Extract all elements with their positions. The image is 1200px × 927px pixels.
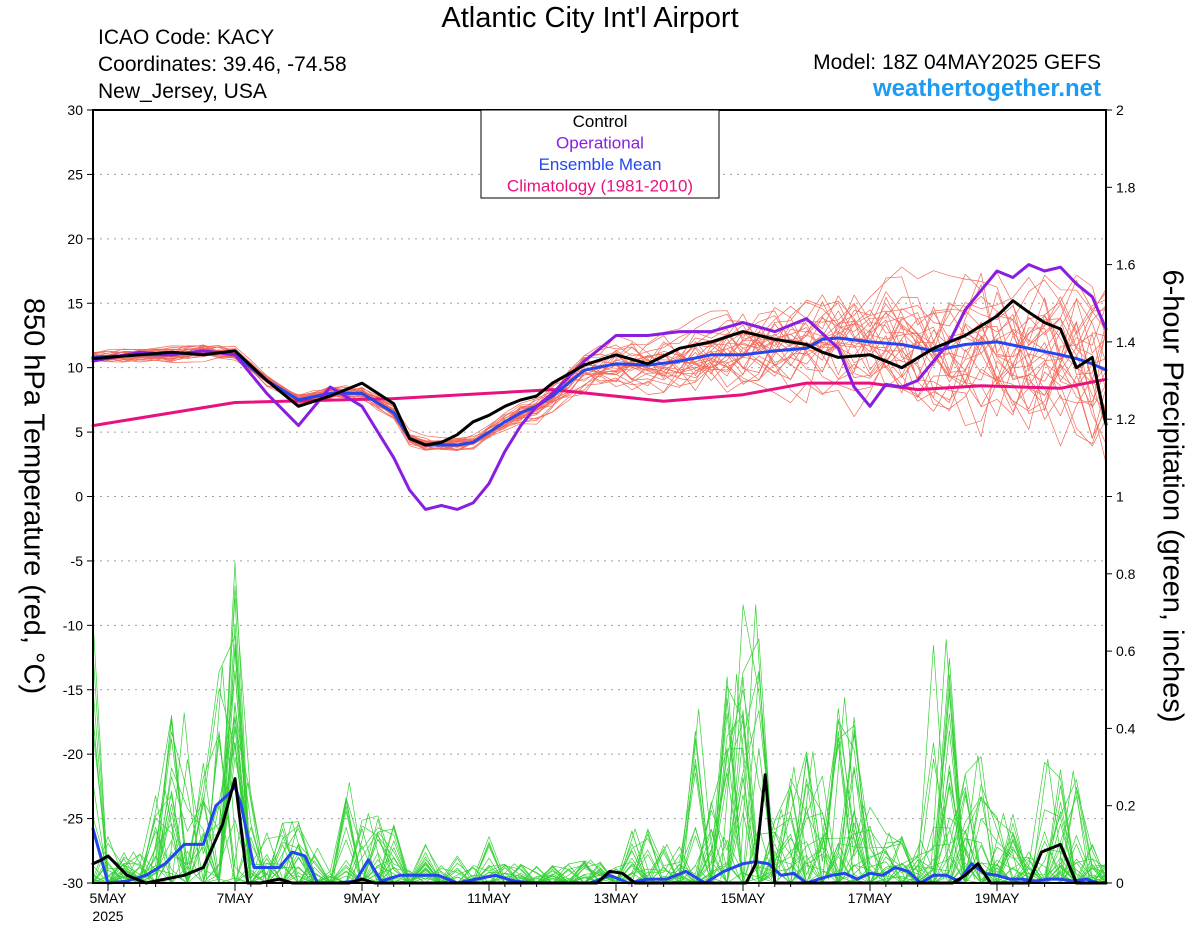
temperature-member-line <box>92 294 1107 452</box>
precipitation-member-peak <box>441 855 474 880</box>
precipitation-member-peak <box>777 766 811 880</box>
temperature-member-line <box>92 315 1107 464</box>
legend-operational: Operational <box>556 134 644 153</box>
y-right-tick-label: 0 <box>1116 875 1124 891</box>
y-right-tick-label: 1.8 <box>1116 179 1136 195</box>
precipitation-member-peak <box>809 832 842 880</box>
y-left-tick-label: 5 <box>75 424 83 440</box>
x-tick-label: 5MAY <box>89 890 127 906</box>
precipitation-member-peak <box>377 824 410 880</box>
precipitation-member-peak <box>942 828 976 880</box>
y-left-tick-label: 25 <box>67 166 83 182</box>
ensemble-mean-temperature-line <box>91 336 1108 447</box>
precipitation-member-peak <box>872 832 906 880</box>
precipitation-member-line <box>92 657 1107 884</box>
y-left-tick-label: -25 <box>63 811 83 827</box>
x-tick-label: 19MAY <box>975 890 1021 906</box>
y-right-tick-label: 2 <box>1116 102 1124 118</box>
x-tick-label: 15MAY <box>721 890 767 906</box>
y-right-tick-label: 0.6 <box>1116 643 1136 659</box>
precipitation-member-peak <box>1031 758 1065 880</box>
precipitation-member-peak <box>498 863 531 880</box>
temperature-member-line <box>92 299 1107 451</box>
x-tick-label: 13MAY <box>594 890 640 906</box>
control-temperature-line <box>91 299 1108 447</box>
precipitation-member-peak <box>682 708 715 880</box>
y-left-tick-label: 20 <box>67 231 83 247</box>
climatology-line <box>91 377 1108 428</box>
legend-control: Control <box>573 112 628 131</box>
precipitation-member-peak <box>301 847 334 880</box>
y-right-tick-label: 0.2 <box>1116 798 1136 814</box>
precipitation-member-peak <box>536 867 569 880</box>
y-left-tick-label: -10 <box>63 617 83 633</box>
y-left-tick-label: -15 <box>63 682 83 698</box>
precipitation-member-line <box>92 704 1107 884</box>
precipitation-member-line <box>92 651 1107 884</box>
x-tick-label: 11MAY <box>467 890 511 906</box>
y-left-tick-label: 10 <box>67 360 83 376</box>
y-left-tick-label: 0 <box>75 489 83 505</box>
x-tick-sublabel: 2025 <box>92 908 123 924</box>
precipitation-member-peak <box>352 813 385 880</box>
y-left-tick-label: -5 <box>71 553 84 569</box>
legend-climatology: Climatology (1981-2010) <box>507 177 693 196</box>
precipitation-member-line <box>92 709 1107 884</box>
model-run: Model: 18Z 04MAY2025 GEFS <box>813 51 1101 74</box>
y-left-tick-label: -20 <box>63 746 83 762</box>
precipitation-member-peak <box>218 561 252 880</box>
precipitation-member-peak <box>720 673 753 880</box>
precipitation-member-peak <box>961 755 995 880</box>
legend-ensemble-mean: Ensemble Mean <box>539 155 662 174</box>
precipitation-member-peak <box>929 639 963 880</box>
icao-code: ICAO Code: KACY <box>98 26 275 49</box>
precipitation-member-peak <box>206 666 239 880</box>
precipitation-member-peak <box>987 813 1020 880</box>
x-tick-label: 9MAY <box>343 890 381 906</box>
x-tick-label: 7MAY <box>216 890 254 906</box>
legend-box <box>480 109 720 199</box>
precipitation-member-peak <box>574 859 607 880</box>
precipitation-member-peak <box>472 836 506 880</box>
coordinates: Coordinates: 39.46, -74.58 <box>98 53 347 76</box>
gridlines <box>93 173 1106 820</box>
precipitation-member-peak <box>1012 851 1045 880</box>
precipitation-member-peak <box>148 789 182 880</box>
precipitation-member-peak <box>650 844 684 880</box>
precipitation-member-peak <box>231 782 264 880</box>
precipitation-member-peak <box>275 820 309 880</box>
legend: Control Operational Ensemble Mean Climatolo… <box>480 109 720 199</box>
precipitation-member-peak <box>847 805 880 880</box>
chart-title: Atlantic City Int'l Airport <box>441 2 739 34</box>
operational-temperature-line <box>91 263 1108 511</box>
location: New_Jersey, USA <box>98 80 267 103</box>
ensemble-mean-precipitation-line <box>91 784 1108 885</box>
y-left-tick-label: 15 <box>67 295 83 311</box>
precipitation-member-peak <box>618 828 652 880</box>
y-right-tick-label: 1.2 <box>1116 411 1136 427</box>
precipitation-member-peak <box>828 697 861 880</box>
precipitation-member-peak <box>1076 844 1107 880</box>
y-right-tick-label: 1.6 <box>1116 257 1136 273</box>
precipitation-member-peak <box>796 751 830 880</box>
x-tick-label: 17MAY <box>848 890 894 906</box>
y-right-tick-label: 0.4 <box>1116 720 1136 736</box>
axes: 302520151050-5-10-15-20-25-3021.81.61.41… <box>63 102 1136 924</box>
precipitation-member-peak <box>250 832 283 880</box>
precipitation-member-peak <box>1056 770 1090 880</box>
y-left-tick-label: -30 <box>63 875 83 891</box>
site-link[interactable]: weathertogether.net <box>872 75 1101 102</box>
precipitation-member-peak <box>409 844 442 880</box>
y-right-tick-label: 1.4 <box>1116 334 1136 350</box>
y-left-tick-label: 30 <box>67 102 83 118</box>
y-right-tick-label: 1 <box>1116 489 1124 505</box>
precipitation-member-line <box>92 688 1107 884</box>
y-right-tick-label: 0.8 <box>1116 566 1136 582</box>
precipitation-member-peak <box>764 809 798 880</box>
